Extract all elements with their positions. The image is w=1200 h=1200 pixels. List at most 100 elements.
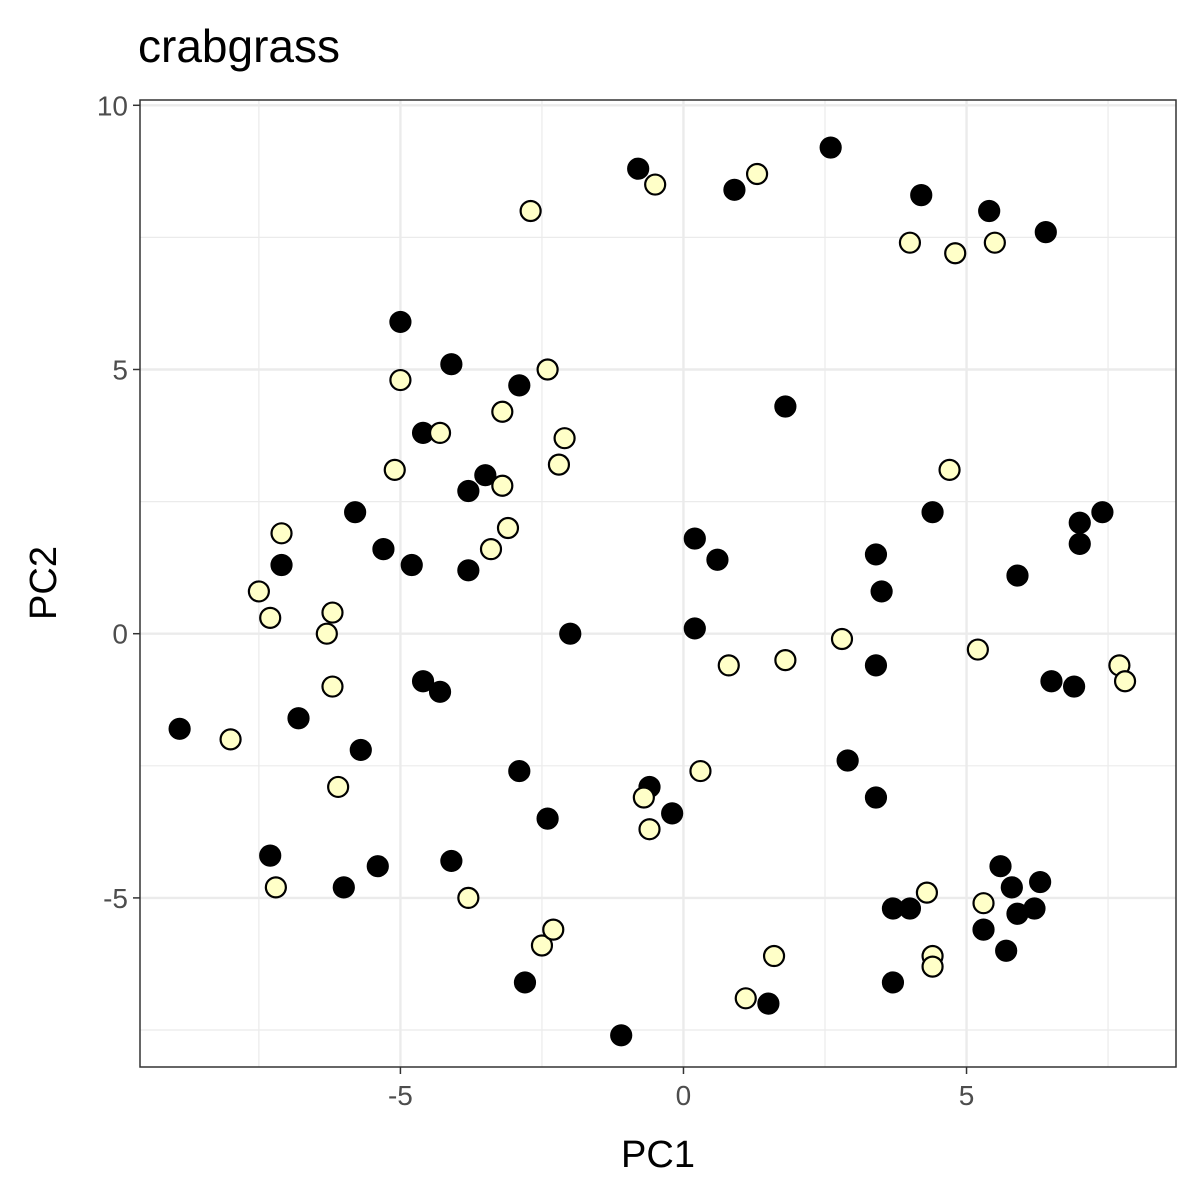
scatter-point (610, 1024, 633, 1047)
scatter-point (247, 580, 270, 603)
scatter-point (491, 400, 514, 423)
scatter-point (830, 627, 854, 651)
scatter-point (1040, 670, 1063, 693)
y-axis-title: PC2 (23, 546, 65, 620)
x-tick-label: 5 (959, 1080, 975, 1111)
scatter-point (1068, 511, 1091, 534)
scatter-point (762, 944, 786, 968)
scatter-point (983, 231, 1006, 254)
scatter-point (978, 199, 1001, 223)
x-tick-label: 0 (676, 1080, 692, 1111)
scatter-point (259, 844, 282, 867)
scatter-point (389, 368, 412, 392)
scatter-point (536, 358, 559, 381)
scatter-point (995, 939, 1018, 962)
scatter-point (944, 242, 967, 265)
scatter-point (259, 606, 282, 629)
scatter-point (898, 231, 922, 254)
scatter-point (745, 162, 769, 186)
scatter-point (638, 818, 661, 841)
scatter-point (428, 421, 452, 445)
scatter-point (774, 395, 797, 418)
scatter-point (519, 199, 542, 223)
scatter-point (553, 427, 576, 450)
data-points (168, 136, 1137, 1047)
scatter-point (530, 934, 554, 957)
scatter-point (491, 474, 514, 497)
scatter-point (383, 458, 406, 481)
scatter-point (457, 886, 480, 910)
scatter-point (734, 987, 757, 1010)
scatter-point (479, 538, 503, 561)
scatter-point (321, 675, 344, 698)
scatter-point (349, 738, 372, 762)
scatter-point (864, 543, 888, 566)
scatter-point (1113, 670, 1137, 693)
scatter-point (717, 654, 740, 677)
scatter-point (508, 759, 531, 783)
scatter-point (440, 849, 463, 873)
y-tick-label: -5 (103, 883, 128, 914)
scatter-point (168, 717, 191, 740)
scatter-point (757, 992, 780, 1015)
scatter-point (315, 622, 338, 645)
scatter-point (1023, 897, 1046, 920)
scatter-point (836, 749, 859, 772)
grid (140, 100, 1176, 1067)
scatter-point (542, 918, 565, 941)
scatter-point (1068, 532, 1091, 555)
chart-title: crabgrass (138, 20, 340, 72)
scatter-point (411, 670, 435, 693)
scatter-point (508, 374, 531, 397)
scatter-point (332, 876, 355, 899)
scatter-point (910, 184, 933, 207)
scatter-point (915, 881, 939, 904)
scatter-point (270, 522, 293, 545)
scatter-point (723, 178, 746, 201)
scatter-point (372, 538, 395, 561)
scatter-point (270, 553, 293, 577)
scatter-point (389, 310, 412, 334)
scatter-point (644, 173, 667, 196)
x-axis-title: PC1 (621, 1134, 695, 1176)
scatter-point (440, 353, 463, 376)
scatter-point (683, 617, 706, 640)
scatter-point (321, 601, 344, 624)
scatter-point (1062, 675, 1086, 698)
scatter-point (966, 638, 989, 661)
scatter-point (870, 580, 893, 603)
scatter-point (1091, 501, 1114, 524)
scatter-point (559, 622, 582, 645)
scatter-point (457, 479, 480, 503)
scatter-point (264, 876, 287, 899)
scatter-point (428, 680, 452, 703)
scatter-point (219, 728, 242, 751)
y-tick-label: 5 (112, 354, 128, 385)
scatter-point (1029, 870, 1052, 894)
scatter-point (689, 759, 712, 783)
y-tick-label: 0 (112, 619, 128, 650)
scatter-point (536, 807, 559, 830)
scatter-point (400, 553, 423, 577)
scatter-point (1006, 564, 1029, 587)
scatter-point (1000, 876, 1023, 899)
scatter-point (898, 897, 922, 920)
scatter-point (683, 527, 706, 550)
scatter-point (972, 918, 995, 941)
scatter-point (344, 501, 367, 524)
scatter-point (287, 707, 310, 730)
panel-border (139, 99, 1177, 1068)
scatter-point (774, 649, 797, 672)
axis-ticks: -5 0 5 -5 0 5 10 (97, 90, 974, 1111)
scatter-point (547, 453, 571, 476)
scatter-point (496, 516, 520, 540)
scatter-point (1034, 221, 1057, 244)
scatter-point (513, 971, 537, 994)
scatter-point (881, 971, 905, 994)
scatter-point (921, 955, 944, 978)
scatter-point (661, 802, 684, 825)
scatter-point (327, 775, 350, 799)
scatter-point (706, 548, 729, 571)
scatter-point (989, 855, 1012, 878)
